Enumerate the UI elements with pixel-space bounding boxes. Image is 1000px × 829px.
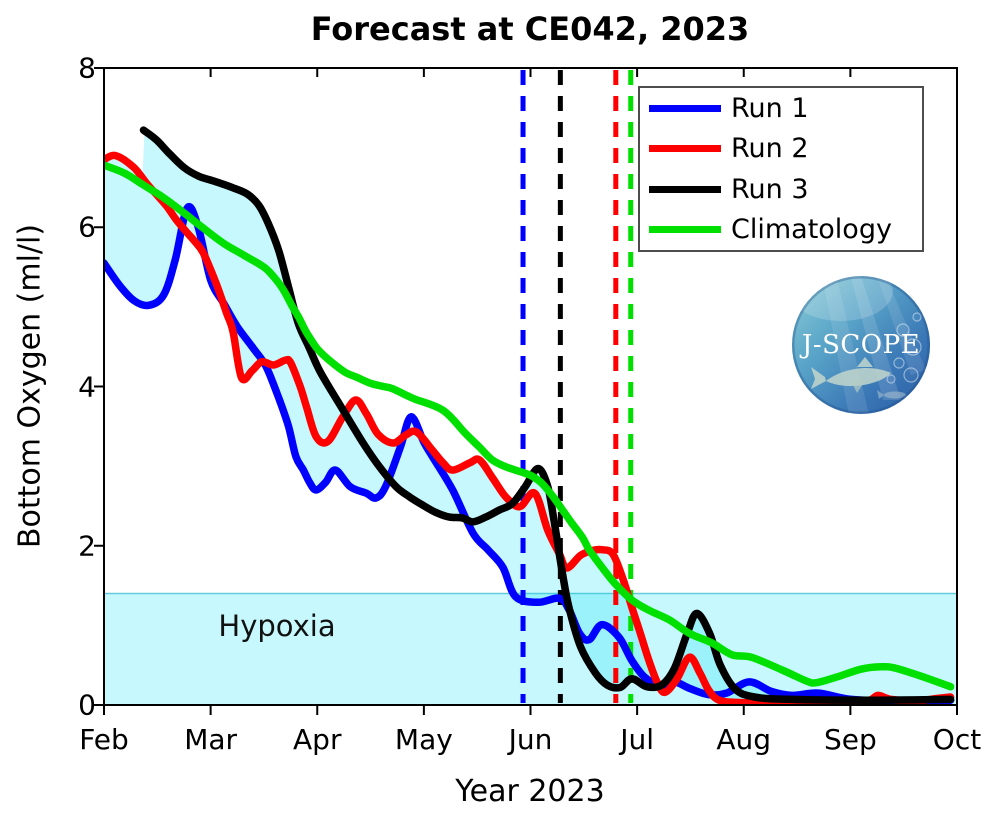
legend-item: Run 2: [640, 135, 922, 162]
chart-title: Forecast at CE042, 2023: [310, 10, 750, 48]
y-axis-label: Bottom Oxygen (ml/l): [12, 223, 48, 549]
light-ray-icon: [849, 276, 901, 400]
jscope-logo: J-SCOPE: [792, 276, 930, 414]
x-tick-label: Sep: [823, 723, 877, 756]
x-tick-label: Aug: [716, 723, 772, 756]
legend-label: Run 1: [731, 92, 809, 124]
legend-swatch-icon: [649, 104, 721, 112]
ensemble-envelope-fill: [104, 130, 951, 704]
light-ray-icon: [875, 276, 926, 375]
light-glow: [792, 276, 893, 321]
series-line-run-3: [139, 126, 955, 704]
legend-swatch-icon: [649, 226, 721, 234]
x-axis-label: Year 2023: [455, 774, 605, 809]
legend-swatch-icon: [649, 185, 721, 193]
x-tick-label: Oct: [932, 723, 982, 756]
x-tick-label: Jun: [508, 723, 553, 756]
x-tick-label: May: [394, 723, 453, 756]
legend-item: Run 1: [640, 95, 922, 122]
logo-text: J-SCOPE: [799, 330, 920, 360]
y-tick-label: 0: [78, 688, 96, 722]
y-tick-label: 2: [78, 529, 96, 563]
series-line-climatology: [104, 161, 955, 691]
x-tick-label: Mar: [184, 723, 238, 756]
legend-swatch-icon: [649, 145, 721, 153]
hypoxia-band-label: Hypoxia: [218, 609, 336, 643]
legend-label: Run 2: [731, 133, 809, 165]
fish-icon: [811, 357, 906, 399]
y-tick-label: 6: [78, 210, 96, 244]
legend-item: Climatology: [640, 216, 922, 243]
x-tick-label: Apr: [293, 723, 342, 756]
y-tick-label: 4: [78, 370, 96, 403]
y-tick-label: 8: [78, 51, 96, 85]
series-line-run-2: [104, 151, 955, 705]
logo-art: [792, 276, 930, 414]
x-tick-label: Jul: [620, 723, 655, 756]
legend-item: Run 3: [640, 176, 922, 203]
bubbles-icon: [886, 312, 922, 384]
legend-box: Run 1 Run 2 Run 3 Climatology: [638, 86, 924, 252]
legend-label: Climatology: [731, 214, 892, 246]
legend-label: Run 3: [731, 173, 809, 205]
x-tick-label: Feb: [79, 723, 129, 756]
